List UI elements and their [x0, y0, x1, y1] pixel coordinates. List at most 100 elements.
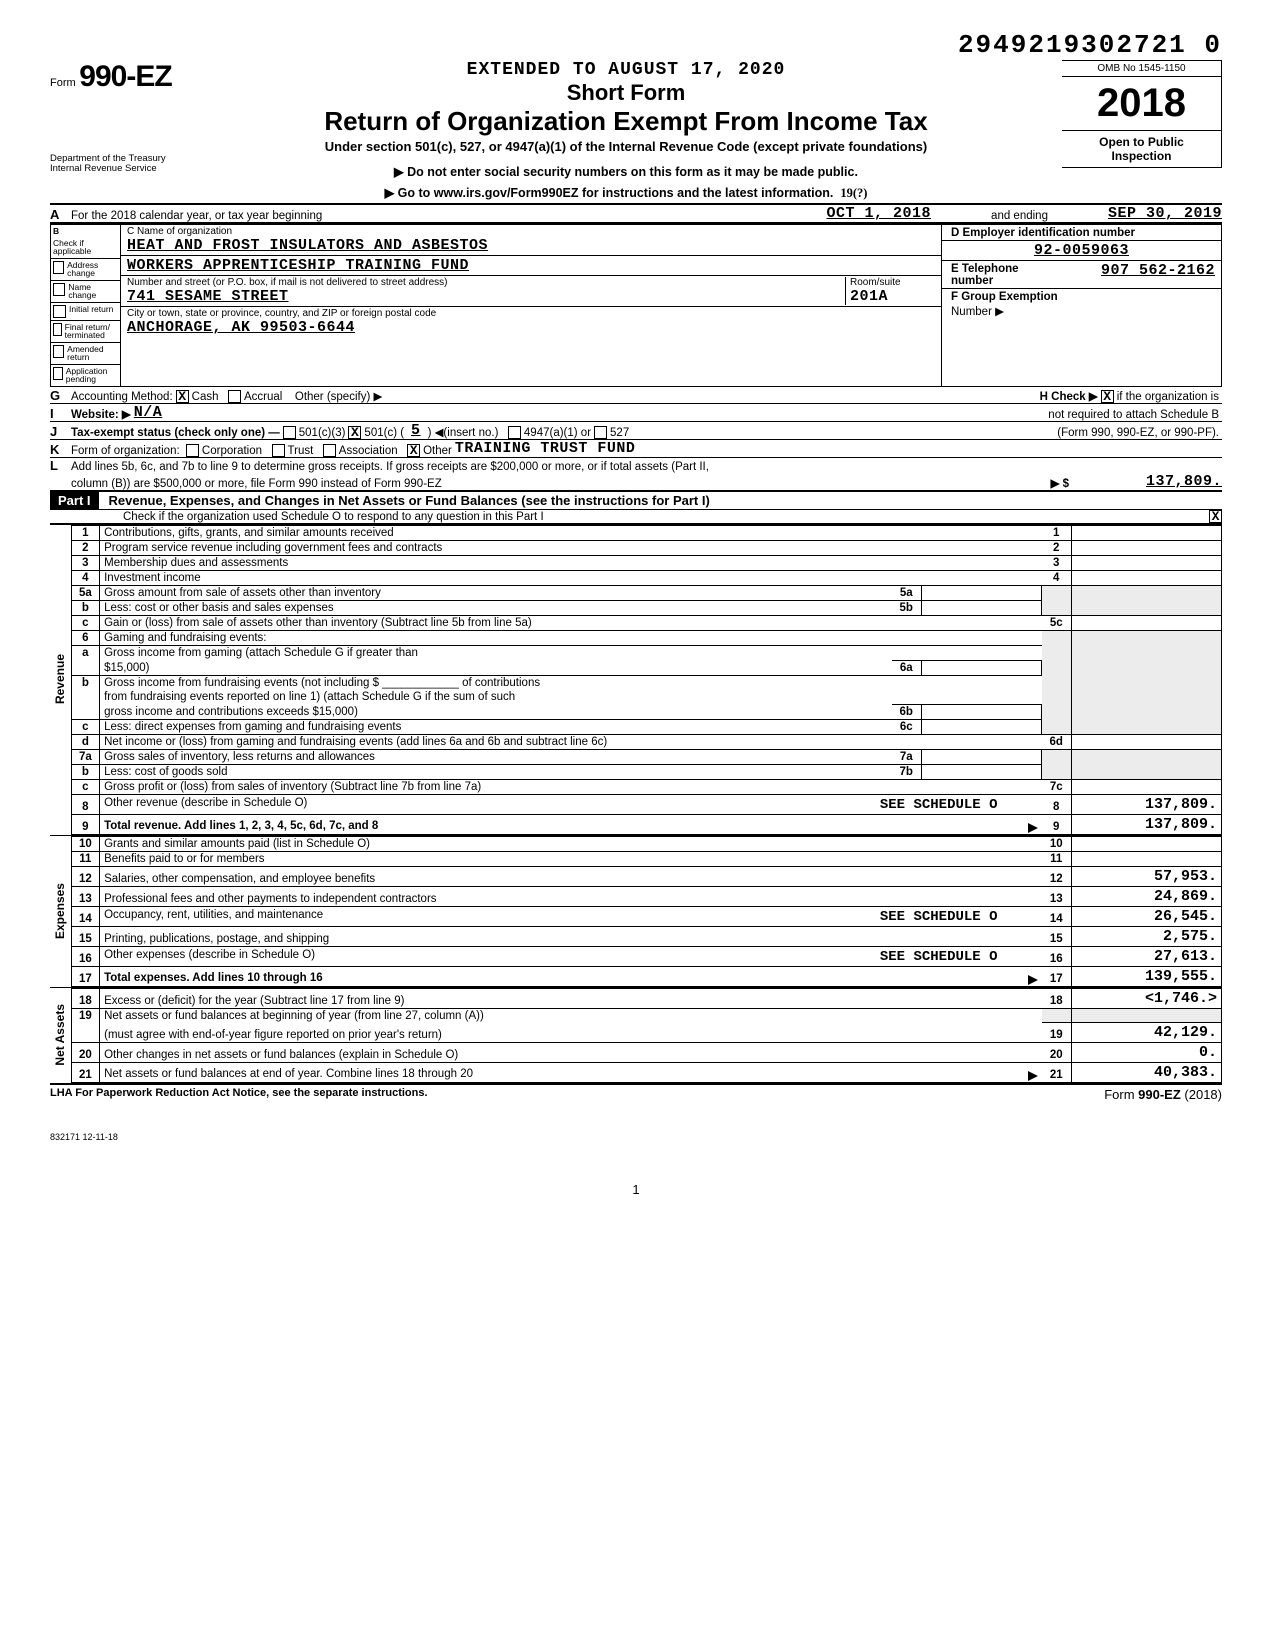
line-l-text1: Add lines 5b, 6c, and 7b to line 9 to de… — [68, 460, 712, 473]
chk-schedule-o[interactable]: X — [1209, 510, 1222, 523]
accounting-method-label: Accounting Method: — [68, 390, 176, 403]
line-6d-desc: Net income or (loss) from gaming and fun… — [100, 734, 1042, 749]
side-expenses: Expenses — [53, 879, 67, 943]
arrow-icon — [1028, 975, 1038, 985]
line-9-amount: 137,809. — [1072, 814, 1222, 834]
line-2-desc: Program service revenue including govern… — [100, 540, 1042, 555]
chk-final-return[interactable] — [53, 323, 62, 336]
line-14-desc: Occupancy, rent, utilities, and maintena… — [104, 909, 323, 921]
part-i-label: Part I — [50, 492, 99, 509]
handwritten-year: 19(?) — [840, 186, 867, 200]
opt-address-change: Address change — [67, 261, 118, 278]
line-19-desc2: (must agree with end-of-year figure repo… — [100, 1023, 1042, 1043]
line-7b-desc: Less: cost of goods sold — [100, 764, 892, 779]
opt-trust: Trust — [285, 444, 317, 457]
line-14-note: SEE SCHEDULE O — [880, 909, 1038, 925]
chk-corporation[interactable] — [186, 444, 199, 457]
expenses-section: Expenses 10Grants and similar amounts pa… — [50, 835, 1222, 987]
line-21-desc: Net assets or fund balances at end of ye… — [104, 1068, 473, 1080]
opt-initial-return: Initial return — [69, 305, 113, 314]
line-21-amount: 40,383. — [1072, 1063, 1222, 1083]
chk-other-org[interactable]: X — [407, 444, 420, 457]
form-header: Form 990-EZ Department of the Treasury I… — [50, 60, 1222, 201]
opt-name-change: Name change — [68, 283, 118, 300]
line-8-desc: Other revenue (describe in Schedule O) — [104, 797, 307, 809]
line-6-desc: Gaming and fundraising events: — [100, 630, 1042, 645]
opt-cash: Cash — [189, 390, 222, 403]
opt-501c: 501(c) ( — [361, 426, 407, 439]
lha-notice: LHA For Paperwork Reduction Act Notice, … — [50, 1087, 428, 1102]
line-5b-desc: Less: cost or other basis and sales expe… — [100, 600, 892, 615]
label-l: L — [50, 458, 68, 473]
open-line2: Inspection — [1068, 149, 1215, 163]
form-number: 990-EZ — [79, 60, 171, 93]
label-k: K — [50, 442, 68, 457]
gross-receipts-value: 137,809. — [1072, 473, 1222, 490]
chk-527[interactable] — [594, 426, 607, 439]
chk-amended-return[interactable] — [53, 345, 64, 358]
form-ref: Form 990-EZ (2018) — [1104, 1087, 1222, 1102]
short-form-title: Short Form — [190, 80, 1062, 106]
phone-label: E Telephone number — [948, 262, 1055, 287]
line-16-amount: 27,613. — [1072, 946, 1222, 966]
501c-number: 5 — [407, 422, 425, 439]
chk-h[interactable]: X — [1101, 390, 1114, 403]
net-assets-table: 18Excess or (deficit) for the year (Subt… — [72, 988, 1222, 1084]
city-label: City or town, state or province, country… — [127, 308, 935, 319]
line-17-amount: 139,555. — [1072, 966, 1222, 986]
open-to-public: Open to Public Inspection — [1062, 131, 1222, 168]
opt-accrual: Accrual — [241, 390, 285, 403]
group-exemption-label: F Group Exemption — [948, 290, 1215, 303]
room-label: Room/suite — [850, 277, 935, 288]
line-7c-desc: Gross profit or (loss) from sales of inv… — [100, 779, 1042, 794]
expenses-table: 10Grants and similar amounts paid (list … — [72, 836, 1222, 987]
line-14-amount: 26,545. — [1072, 906, 1222, 926]
opt-amended-return: Amended return — [67, 345, 118, 362]
omb-number: OMB No 1545-1150 — [1062, 60, 1222, 77]
chk-name-change[interactable] — [53, 283, 65, 296]
revenue-table: 1Contributions, gifts, grants, and simil… — [72, 525, 1222, 835]
org-name-2: WORKERS APPRENTICESHIP TRAINING FUND — [127, 257, 935, 274]
page-footer: LHA For Paperwork Reduction Act Notice, … — [50, 1085, 1222, 1102]
return-title: Return of Organization Exempt From Incom… — [190, 106, 1062, 137]
line-17-desc: Total expenses. Add lines 10 through 16 — [104, 972, 323, 984]
page-number: 1 — [50, 1182, 1222, 1197]
opt-association: Association — [336, 444, 401, 457]
h-text4: (Form 990, 990-EZ, or 990-PF). — [1054, 426, 1222, 439]
line-5a-desc: Gross amount from sale of assets other t… — [100, 585, 892, 600]
line-g-h: G Accounting Method: X Cash Accrual Othe… — [50, 387, 1222, 404]
chk-association[interactable] — [323, 444, 336, 457]
chk-501c3[interactable] — [283, 426, 296, 439]
line-19-desc: Net assets or fund balances at beginning… — [100, 1008, 1042, 1023]
chk-application-pending[interactable] — [53, 367, 63, 380]
line-8-note: SEE SCHEDULE O — [880, 797, 1038, 813]
chk-initial-return[interactable] — [53, 305, 66, 318]
opt-other-specify: Other (specify) ▶ — [292, 388, 385, 403]
line-6b-desc2: of contributions — [462, 677, 540, 689]
chk-address-change[interactable] — [53, 261, 64, 274]
chk-cash[interactable]: X — [176, 390, 189, 403]
chk-trust[interactable] — [272, 444, 285, 457]
line-3-desc: Membership dues and assessments — [100, 555, 1042, 570]
line-1-desc: Contributions, gifts, grants, and simila… — [100, 525, 1042, 540]
line-l-2: column (B)) are $500,000 or more, file F… — [50, 473, 1222, 491]
part-i-check-line: Check if the organization used Schedule … — [50, 510, 1222, 524]
line-16-desc: Other expenses (describe in Schedule O) — [104, 949, 315, 961]
line-13-amount: 24,869. — [1072, 886, 1222, 906]
chk-accrual[interactable] — [228, 390, 241, 403]
goto-text: ▶ Go to www.irs.gov/Form990EZ for instru… — [385, 186, 834, 200]
form-prefix: Form — [50, 77, 76, 89]
line-5c-desc: Gain or (loss) from sale of assets other… — [100, 615, 1042, 630]
line-20-desc: Other changes in net assets or fund bala… — [100, 1043, 1042, 1063]
chk-4947a1[interactable] — [508, 426, 521, 439]
form-number-block: Form 990-EZ — [50, 60, 190, 94]
dept-irs: Internal Revenue Service — [50, 164, 190, 174]
label-g: G — [50, 388, 68, 403]
insert-no: ) ◀(insert no.) — [425, 424, 502, 439]
tax-year-begin: OCT 1, 2018 — [827, 205, 932, 222]
website-value: N/A — [134, 404, 163, 421]
chk-501c[interactable]: X — [348, 426, 361, 439]
line-15-desc: Printing, publications, postage, and shi… — [100, 926, 1042, 946]
opt-corporation: Corporation — [199, 444, 265, 457]
line-a: A For the 2018 calendar year, or tax yea… — [50, 205, 1222, 223]
